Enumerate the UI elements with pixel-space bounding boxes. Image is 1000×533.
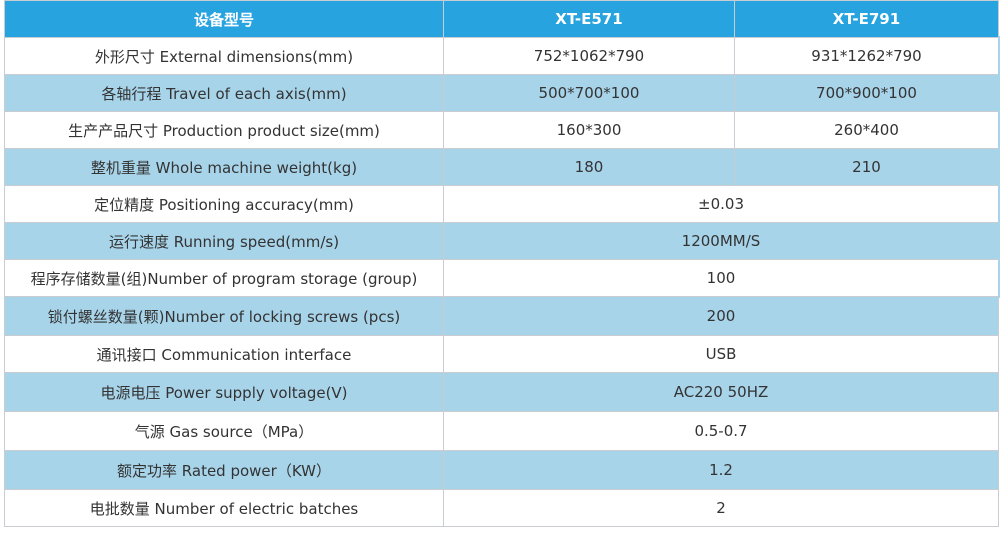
header-xt-e571: XT-E571 bbox=[443, 0, 735, 38]
table-row: 程序存储数量(组)Number of program storage (grou… bbox=[4, 259, 999, 297]
row-value-shared: 0.5-0.7 bbox=[443, 411, 999, 451]
table-row: 锁付螺丝数量(颗)Number of locking screws (pcs) … bbox=[4, 296, 999, 336]
row-value-shared: 1.2 bbox=[443, 450, 999, 490]
row-label: 定位精度 Positioning accuracy(mm) bbox=[4, 185, 444, 223]
table-row: 运行速度 Running speed(mm/s) 1200MM/S bbox=[4, 222, 999, 260]
row-value-e571: 500*700*100 bbox=[443, 74, 735, 112]
row-value-shared: 100 bbox=[443, 259, 999, 297]
row-label: 额定功率 Rated power（KW） bbox=[4, 450, 444, 490]
row-value-e791: 931*1262*790 bbox=[734, 37, 999, 75]
row-value-shared: 200 bbox=[443, 296, 999, 336]
table-row: 电源电压 Power supply voltage(V) AC220 50HZ bbox=[4, 372, 999, 412]
row-label: 外形尺寸 External dimensions(mm) bbox=[4, 37, 444, 75]
row-label: 通讯接口 Communication interface bbox=[4, 335, 444, 373]
row-value-shared: USB bbox=[443, 335, 999, 373]
row-label: 锁付螺丝数量(颗)Number of locking screws (pcs) bbox=[4, 296, 444, 336]
table-row: 整机重量 Whole machine weight(kg) 180 210 bbox=[4, 148, 999, 186]
row-value-e791: 210 bbox=[734, 148, 999, 186]
row-label: 整机重量 Whole machine weight(kg) bbox=[4, 148, 444, 186]
row-value-e571: 180 bbox=[443, 148, 735, 186]
row-label: 运行速度 Running speed(mm/s) bbox=[4, 222, 444, 260]
row-label: 生产产品尺寸 Production product size(mm) bbox=[4, 111, 444, 149]
row-label: 气源 Gas source（MPa） bbox=[4, 411, 444, 451]
row-label: 电批数量 Number of electric batches bbox=[4, 489, 444, 527]
spec-table: 设备型号 XT-E571 XT-E791 外形尺寸 External dimen… bbox=[4, 0, 999, 527]
table-row: 生产产品尺寸 Production product size(mm) 160*3… bbox=[4, 111, 999, 149]
right-edge-accent bbox=[998, 36, 1000, 298]
row-value-e791: 700*900*100 bbox=[734, 74, 999, 112]
header-model: 设备型号 bbox=[4, 0, 444, 38]
table-row: 定位精度 Positioning accuracy(mm) ±0.03 bbox=[4, 185, 999, 223]
row-value-shared: ±0.03 bbox=[443, 185, 999, 223]
table-row: 气源 Gas source（MPa） 0.5-0.7 bbox=[4, 411, 999, 451]
header-xt-e791: XT-E791 bbox=[734, 0, 999, 38]
row-label: 程序存储数量(组)Number of program storage (grou… bbox=[4, 259, 444, 297]
row-value-shared: 1200MM/S bbox=[443, 222, 999, 260]
table-row: 各轴行程 Travel of each axis(mm) 500*700*100… bbox=[4, 74, 999, 112]
row-value-e571: 160*300 bbox=[443, 111, 735, 149]
header-row: 设备型号 XT-E571 XT-E791 bbox=[4, 0, 999, 38]
row-value-shared: 2 bbox=[443, 489, 999, 527]
table-row: 额定功率 Rated power（KW） 1.2 bbox=[4, 450, 999, 490]
row-label: 各轴行程 Travel of each axis(mm) bbox=[4, 74, 444, 112]
row-value-e791: 260*400 bbox=[734, 111, 999, 149]
row-value-e571: 752*1062*790 bbox=[443, 37, 735, 75]
table-row: 通讯接口 Communication interface USB bbox=[4, 335, 999, 373]
table-row: 电批数量 Number of electric batches 2 bbox=[4, 489, 999, 527]
row-value-shared: AC220 50HZ bbox=[443, 372, 999, 412]
row-label: 电源电压 Power supply voltage(V) bbox=[4, 372, 444, 412]
table-row: 外形尺寸 External dimensions(mm) 752*1062*79… bbox=[4, 37, 999, 75]
